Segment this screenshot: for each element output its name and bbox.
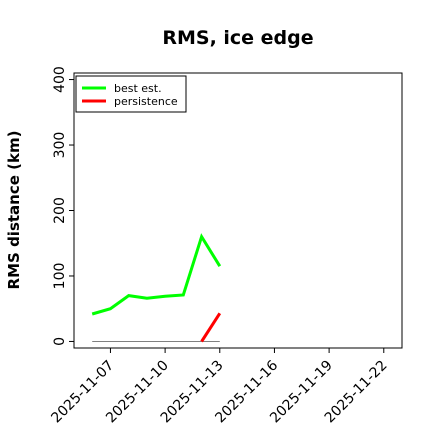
y-tick-label: 100 [52,263,68,290]
series-layer [91,233,222,343]
plot-frame [73,72,403,349]
series-line-persistence [200,312,222,343]
y-tick-label: 300 [52,132,68,159]
y-tick-label: 400 [52,66,68,93]
legend: best est.persistence [75,75,187,113]
y-tick-label: 200 [52,197,68,224]
legend-label: persistence [114,95,178,108]
y-axis-ticks: 0 100 200 300 400 [52,66,74,346]
legend-label: best est. [114,82,162,95]
chart-title: RMS, ice edge [162,27,313,49]
legend-box [75,75,187,113]
x-axis-ticks: 2025-11-072025-11-102025-11-132025-11-16… [48,348,391,426]
y-axis-label: RMS distance (km) [5,131,23,290]
series-line-best-est [91,233,222,316]
y-tick-label: 0 [52,337,68,346]
